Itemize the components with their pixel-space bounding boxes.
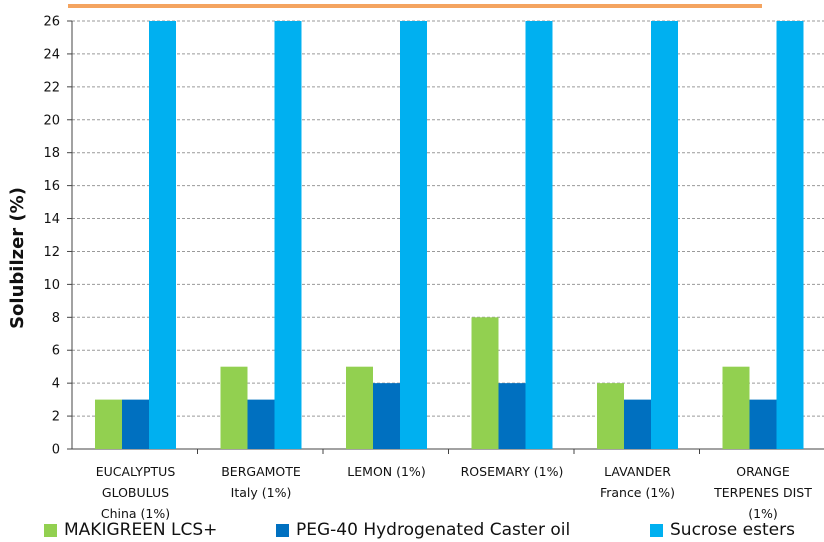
- y-tick-label: 22: [43, 80, 60, 95]
- x-tick-label: LEMON (1%): [347, 464, 425, 479]
- legend-item-sucrose: Sucrose esters: [650, 520, 795, 540]
- bar-peg40: [373, 383, 400, 449]
- y-tick-label: 10: [43, 278, 60, 293]
- bar-peg40: [749, 399, 777, 449]
- y-tick-label: 14: [43, 212, 60, 227]
- legend-label: Sucrose esters: [670, 520, 795, 540]
- x-tick-label-line: China (1%): [101, 506, 170, 521]
- x-tick-label-line: France (1%): [600, 485, 675, 500]
- y-tick-label: 12: [43, 245, 60, 260]
- bar-makigreen: [597, 383, 624, 449]
- x-tick-label-line: TERPENES DIST: [713, 485, 812, 500]
- x-tick-label-line: (1%): [748, 506, 778, 521]
- bar-makigreen: [722, 366, 750, 449]
- x-tick-label: LAVANDER France (1%): [600, 464, 675, 500]
- y-tick-label: 20: [43, 113, 60, 128]
- bar-peg40: [624, 399, 651, 449]
- x-tick-label-line: EUCALYPTUS: [96, 464, 176, 479]
- y-tick-label: 18: [43, 146, 60, 161]
- y-tick-label: 6: [52, 344, 60, 359]
- axes: [67, 20, 824, 454]
- y-tick-label: 16: [43, 179, 60, 194]
- x-tick-label-line: Italy (1%): [231, 485, 292, 500]
- legend-item-makigreen: MAKIGREEN LCS+: [44, 520, 217, 540]
- legend-label: MAKIGREEN LCS+: [64, 520, 218, 540]
- legend: MAKIGREEN LCS+ PEG-40 Hydrogenated Caste…: [0, 518, 824, 542]
- x-tick-label-line: LAVANDER: [604, 464, 671, 479]
- x-tick-label: ORANGE TERPENES DIST (1%): [713, 464, 812, 521]
- x-tick-label-line: GLOBULUS: [102, 485, 169, 500]
- bar-sucrose: [400, 21, 427, 449]
- bar-makigreen: [471, 317, 499, 449]
- legend-swatch: [650, 523, 663, 537]
- x-tick-label: BERGAMOTE Italy (1%): [221, 464, 301, 500]
- bar-makigreen: [95, 399, 122, 449]
- gridlines: [72, 20, 824, 417]
- bars: [95, 21, 804, 449]
- legend-swatch: [276, 523, 289, 537]
- bar-peg40: [247, 399, 275, 449]
- legend-label: PEG-40 Hydrogenated Caster oil: [296, 520, 571, 540]
- x-tick-label-line: ORANGE: [736, 464, 790, 479]
- bar-sucrose: [776, 21, 804, 449]
- x-tick-label: ROSEMARY (1%): [461, 464, 564, 479]
- y-tick-label: 2: [52, 410, 60, 425]
- legend-item-peg40: PEG-40 Hydrogenated Caster oil: [276, 520, 570, 540]
- x-tick-label-line: ROSEMARY (1%): [461, 464, 564, 479]
- x-tick-label-line: LEMON (1%): [347, 464, 425, 479]
- bar-peg40: [498, 383, 526, 449]
- bar-peg40: [122, 399, 149, 449]
- bar-sucrose: [149, 21, 176, 449]
- y-tick-label: 4: [52, 377, 60, 392]
- y-axis-label: Solubilzer (%): [7, 187, 28, 329]
- x-tick-labels: EUCALYPTUS GLOBULUS China (1%) BERGAMOTE Ita…: [96, 464, 812, 521]
- x-tick-label-line: BERGAMOTE: [221, 464, 301, 479]
- y-tick-label: 0: [52, 443, 60, 458]
- legend-swatch: [44, 523, 57, 537]
- bar-sucrose: [525, 21, 553, 449]
- y-tick-label: 26: [43, 15, 60, 30]
- bar-makigreen: [220, 366, 248, 449]
- x-tick-label: EUCALYPTUS GLOBULUS China (1%): [96, 464, 176, 521]
- y-tick-label: 8: [52, 311, 60, 326]
- bar-makigreen: [346, 366, 373, 449]
- y-tick-label: 24: [43, 47, 60, 62]
- bar-sucrose: [651, 21, 678, 449]
- bar-sucrose: [274, 21, 302, 449]
